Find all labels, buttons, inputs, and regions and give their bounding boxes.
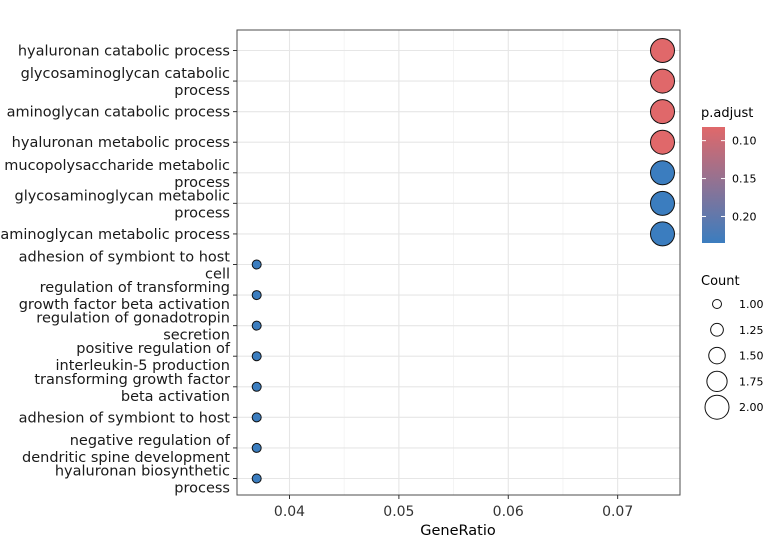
data-point (649, 190, 675, 216)
data-point (649, 221, 675, 247)
size-legend-label: 2.00 (739, 401, 764, 414)
data-point (251, 381, 262, 392)
y-tick-label: glycosaminoglycan metabolic process (14, 188, 230, 221)
size-legend-key (708, 346, 726, 365)
size-legend-key (704, 394, 730, 420)
color-gradient-bar (702, 127, 725, 243)
x-axis-title: GeneRatio (420, 523, 496, 539)
x-tick-label: 0.06 (493, 504, 524, 520)
color-legend: p.adjust 0.10 0.15 0.20 (701, 106, 757, 243)
y-axis: hyaluronan catabolic process glycosaminog… (0, 44, 237, 497)
size-legend-key (706, 370, 728, 393)
data-point (251, 473, 262, 484)
size-legend-label: 1.50 (739, 350, 764, 363)
size-legend-key (712, 299, 722, 309)
y-tick-label: adhesion of symbiont to host cell (19, 250, 231, 283)
y-tick-label: hyaluronan metabolic process (12, 135, 230, 151)
color-legend-title: p.adjust (701, 106, 753, 121)
y-tick-label: transforming growth factor beta activatio… (34, 372, 230, 405)
x-tick-label: 0.04 (274, 504, 305, 520)
color-legend-label: 0.10 (732, 135, 757, 148)
y-tick-label: hyaluronan catabolic process (18, 44, 230, 60)
y-tick-label: glycosaminoglycan catabolic process (21, 66, 230, 99)
y-tick-label: adhesion of symbiont to host (19, 410, 231, 426)
data-point (649, 38, 675, 63)
data-point (649, 160, 675, 186)
data-point (251, 259, 262, 270)
y-tick-label: regulation of transforming growth factor … (19, 280, 230, 313)
x-tick-label: 0.05 (383, 504, 414, 520)
data-point (649, 129, 675, 155)
x-axis: 0.04 0.05 0.06 0.07 (274, 495, 633, 520)
x-tick-label: 0.07 (602, 504, 633, 520)
size-legend-key (710, 322, 724, 337)
y-tick-label: aminoglycan metabolic process (0, 227, 230, 243)
color-legend-label: 0.20 (732, 210, 757, 223)
data-point (649, 99, 675, 125)
size-legend-label: 1.75 (739, 375, 764, 388)
panel-border (236, 29, 681, 496)
size-legend-label: 1.25 (739, 324, 764, 337)
size-legend-keys: 1.00 1.25 1.50 1.75 2.00 (704, 298, 764, 420)
y-tick-label: regulation of gonadotropin secretion (36, 311, 230, 344)
y-tick-label: hyaluronan biosynthetic process (55, 464, 230, 497)
data-point (251, 351, 262, 362)
grid-lines (237, 30, 680, 495)
color-legend-ticks: 0.10 0.15 0.20 (702, 135, 757, 223)
y-tick-label: aminoglycan catabolic process (7, 105, 230, 121)
y-tick-label: mucopolysaccharide metabolic process (4, 158, 230, 191)
data-point (649, 68, 675, 94)
size-legend: Count 1.00 1.25 1.50 1.75 2.00 (701, 274, 764, 420)
data-point (251, 442, 262, 453)
color-legend-label: 0.15 (732, 173, 757, 186)
data-point (251, 290, 262, 301)
y-tick-label: positive regulation of interleukin-5 prod… (56, 341, 231, 374)
size-legend-label: 1.00 (739, 298, 764, 311)
data-point (251, 320, 262, 331)
size-legend-title: Count (701, 274, 740, 289)
panel-background (237, 30, 680, 495)
data-points (251, 38, 675, 484)
data-point (251, 412, 262, 423)
y-tick-label: negative regulation of dendritic spine de… (22, 433, 231, 466)
